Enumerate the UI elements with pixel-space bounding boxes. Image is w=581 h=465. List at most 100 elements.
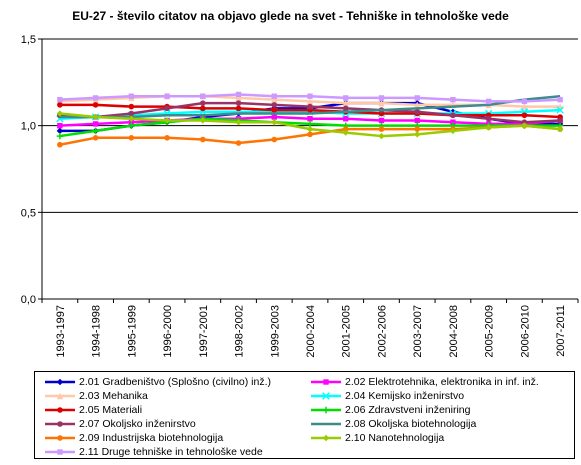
data-point bbox=[450, 112, 456, 119]
x-tick-label: 1995-1999 bbox=[126, 305, 138, 358]
data-point bbox=[557, 96, 563, 103]
data-point bbox=[57, 96, 63, 103]
data-point bbox=[164, 93, 170, 99]
data-point bbox=[414, 109, 421, 115]
data-point bbox=[199, 117, 206, 124]
legend-marker bbox=[323, 379, 329, 385]
x-tick-label: 2002-2006 bbox=[376, 305, 388, 358]
data-point bbox=[128, 110, 135, 117]
data-point bbox=[235, 94, 242, 102]
data-point bbox=[271, 107, 278, 113]
data-point bbox=[56, 127, 64, 135]
data-point bbox=[200, 105, 206, 112]
data-point bbox=[57, 122, 63, 129]
data-point bbox=[450, 96, 456, 103]
legend-swatch bbox=[311, 434, 341, 442]
data-point bbox=[57, 102, 63, 108]
data-point bbox=[485, 115, 492, 122]
data-point bbox=[92, 95, 99, 101]
legend-label: 2.02 Elektrotehnika, elektronika in inf.… bbox=[345, 376, 539, 388]
y-tick-label: 1,0 bbox=[21, 121, 36, 133]
data-point bbox=[485, 98, 492, 105]
legend-label: 2.09 Industrijska biotehnologija bbox=[79, 432, 224, 444]
x-tick-label: 2007-2011 bbox=[555, 305, 567, 357]
data-point bbox=[557, 117, 563, 124]
data-point bbox=[521, 112, 528, 119]
data-point bbox=[235, 119, 242, 126]
data-point bbox=[307, 103, 313, 110]
legend-label: 2.06 Zdravstveni inženiring bbox=[345, 404, 471, 416]
x-tick-label: 2001-2005 bbox=[341, 305, 353, 358]
x-tick-label: 1993-1997 bbox=[55, 305, 67, 358]
data-point bbox=[307, 93, 313, 99]
data-point bbox=[306, 125, 314, 133]
legend-marker bbox=[322, 406, 330, 414]
legend-swatch bbox=[45, 421, 75, 427]
data-point bbox=[128, 115, 135, 122]
y-tick-label: 1,5 bbox=[21, 34, 36, 46]
x-tick-label: 1999-2003 bbox=[269, 305, 281, 358]
data-point bbox=[414, 131, 421, 138]
data-point bbox=[128, 93, 135, 99]
data-point bbox=[521, 122, 528, 129]
data-point bbox=[164, 105, 170, 112]
x-tick-label: 2000-2004 bbox=[305, 305, 317, 358]
data-point bbox=[414, 117, 420, 124]
data-point bbox=[128, 122, 135, 129]
legend-swatch bbox=[311, 379, 341, 385]
plot-area: 0,0 0,5 1,0 1,5 1993-1997 1994-1998 1995-1999 1… bbox=[21, 34, 579, 358]
data-point bbox=[128, 135, 135, 141]
x-tick-label: 2005-2009 bbox=[484, 305, 496, 358]
x-tick-label: 2006-2010 bbox=[519, 305, 531, 358]
legend-label: 2.01 Gradbeništvo (Splošno (civilno) inž… bbox=[79, 376, 272, 388]
legend-label: 2.03 Mehanika bbox=[79, 390, 148, 402]
data-point bbox=[521, 98, 528, 105]
data-point bbox=[378, 99, 385, 107]
data-point bbox=[449, 127, 457, 135]
x-tick-label: 1994-1998 bbox=[91, 305, 103, 358]
legend-marker bbox=[57, 435, 63, 441]
y-tick-label: 0,0 bbox=[21, 294, 36, 306]
chart-title: EU-27 - število citatov na objavo glede … bbox=[72, 9, 509, 23]
data-point bbox=[56, 132, 64, 140]
legend-label: 2.07 Okoljsko inženirstvo bbox=[79, 418, 196, 430]
data-point bbox=[342, 126, 349, 132]
data-point bbox=[485, 124, 492, 131]
series-line bbox=[59, 94, 561, 119]
data-point bbox=[342, 129, 349, 136]
legend-swatch bbox=[45, 407, 75, 413]
data-point bbox=[342, 99, 349, 107]
x-tick-label: 2003-2007 bbox=[412, 305, 424, 358]
series-8 bbox=[59, 94, 561, 119]
data-point bbox=[92, 121, 99, 127]
data-point bbox=[378, 117, 385, 124]
data-point bbox=[92, 102, 99, 108]
data-point bbox=[56, 110, 64, 117]
data-point bbox=[450, 119, 456, 125]
legend-swatch bbox=[311, 406, 341, 414]
legend-label: 2.11 Druge tehniške in tehnološke vede bbox=[79, 446, 263, 458]
x-tick-label: 1998-2002 bbox=[234, 305, 246, 358]
data-point bbox=[342, 105, 349, 112]
legend-marker bbox=[57, 449, 63, 455]
series-11 bbox=[57, 91, 563, 105]
data-point bbox=[163, 117, 171, 124]
legend-label: 2.10 Nanotehnologija bbox=[345, 432, 445, 444]
data-point bbox=[164, 135, 170, 141]
data-point bbox=[343, 116, 349, 122]
data-point bbox=[92, 113, 99, 121]
data-point bbox=[556, 125, 564, 133]
legend: 2.01 Gradbeništvo (Splošno (civilno) inž… bbox=[34, 371, 575, 459]
legend-marker bbox=[56, 392, 64, 400]
data-point bbox=[271, 114, 277, 120]
data-point bbox=[378, 132, 385, 140]
data-point bbox=[307, 116, 313, 122]
data-point bbox=[92, 135, 99, 141]
y-tick-label: 0,5 bbox=[21, 207, 36, 219]
data-point bbox=[128, 119, 135, 125]
data-point bbox=[271, 96, 278, 103]
data-point bbox=[378, 126, 385, 132]
data-point bbox=[271, 102, 278, 108]
data-point bbox=[271, 136, 278, 143]
data-point bbox=[92, 127, 99, 135]
